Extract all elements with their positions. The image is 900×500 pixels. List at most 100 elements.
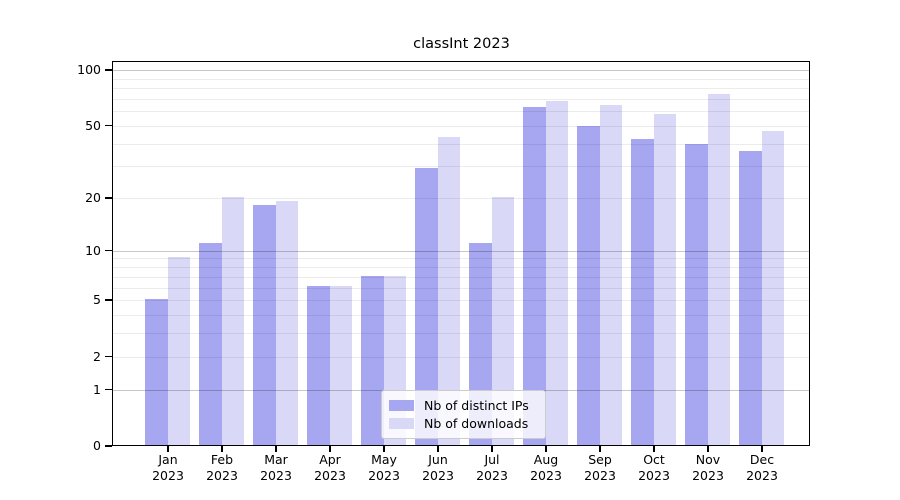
year-label: 2023 bbox=[422, 468, 454, 483]
legend: Nb of distinct IPs Nb of downloads bbox=[381, 390, 546, 439]
y-tick-mark-0 bbox=[105, 445, 112, 447]
legend-item-distinct-ips: Nb of distinct IPs bbox=[389, 396, 537, 414]
bar-downloads-aug bbox=[546, 101, 568, 445]
y-axis-tick-label-20: 20 bbox=[85, 190, 101, 205]
minor-gridline-30 bbox=[113, 166, 809, 168]
legend-label: Nb of downloads bbox=[424, 415, 529, 431]
bar-downloads-sep bbox=[600, 104, 622, 445]
minor-gridline-40 bbox=[113, 143, 809, 145]
year-label: 2023 bbox=[260, 468, 292, 483]
month-label: Feb bbox=[210, 452, 234, 467]
y-axis-tick-label-2: 2 bbox=[93, 348, 101, 364]
y-axis-tick-label-5: 5 bbox=[93, 292, 101, 307]
bar-distinct-ips-may bbox=[361, 275, 384, 445]
month-label: May bbox=[371, 452, 397, 467]
bar-downloads-oct bbox=[654, 114, 676, 445]
x-axis-tick-label-nov: Nov 2023 bbox=[680, 452, 736, 484]
x-axis-tick-label-jul: Jul 2023 bbox=[464, 452, 520, 484]
x-tick-mark-jun bbox=[437, 446, 439, 452]
bar-downloads-jun bbox=[438, 136, 460, 445]
y-axis-tick-label-0: 0 bbox=[93, 438, 101, 453]
x-axis-tick-label-jan: Jan 2023 bbox=[140, 452, 196, 484]
x-axis-tick-label-jun: Jun 2023 bbox=[410, 452, 466, 484]
bar-distinct-ips-sep bbox=[577, 126, 600, 445]
bar-distinct-ips-aug bbox=[523, 107, 546, 445]
bar-distinct-ips-apr bbox=[307, 286, 330, 445]
x-tick-mark-feb bbox=[221, 446, 223, 452]
month-label: Oct bbox=[643, 452, 665, 467]
x-axis-tick-label-sep: Sep 2023 bbox=[572, 452, 628, 484]
bar-downloads-apr bbox=[330, 286, 352, 445]
minor-gridline-20 bbox=[113, 198, 809, 199]
month-label: Jul bbox=[484, 452, 500, 467]
minor-gridline-2 bbox=[113, 356, 809, 358]
bar-distinct-ips-nov bbox=[685, 144, 708, 445]
y-tick-mark-5 bbox=[105, 299, 112, 301]
year-label: 2023 bbox=[584, 468, 616, 483]
minor-gridline-6 bbox=[113, 287, 809, 289]
minor-gridline-3 bbox=[113, 333, 809, 335]
legend-item-downloads: Nb of downloads bbox=[389, 414, 537, 432]
y-tick-mark-20 bbox=[105, 197, 112, 199]
year-label: 2023 bbox=[152, 468, 184, 483]
y-axis-tick-label-100: 100 bbox=[77, 62, 101, 77]
bar-downloads-dec bbox=[762, 131, 784, 445]
x-tick-mark-apr bbox=[329, 446, 331, 452]
month-label: Dec bbox=[749, 452, 775, 467]
year-label: 2023 bbox=[476, 468, 508, 483]
legend-swatch-distinct-ips bbox=[389, 399, 414, 411]
plot-area bbox=[112, 61, 810, 446]
x-tick-mark-aug bbox=[545, 446, 547, 452]
y-tick-mark-1 bbox=[105, 388, 112, 391]
year-label: 2023 bbox=[530, 468, 562, 483]
month-label: Mar bbox=[264, 452, 288, 467]
bar-distinct-ips-jan bbox=[145, 299, 168, 445]
bar-distinct-ips-dec bbox=[739, 150, 762, 445]
minor-gridline-4 bbox=[113, 314, 809, 316]
x-tick-mark-mar bbox=[275, 446, 277, 452]
major-gridline-100 bbox=[113, 70, 809, 71]
bar-downloads-feb bbox=[222, 196, 244, 445]
year-label: 2023 bbox=[368, 468, 400, 483]
major-gridline-10 bbox=[113, 250, 809, 252]
minor-gridline-90 bbox=[113, 78, 809, 80]
x-tick-mark-oct bbox=[653, 446, 655, 452]
year-label: 2023 bbox=[314, 468, 346, 483]
y-tick-mark-100 bbox=[105, 69, 112, 71]
bar-downloads-nov bbox=[708, 94, 730, 445]
minor-gridline-5 bbox=[113, 300, 809, 301]
x-tick-mark-jul bbox=[491, 446, 493, 452]
month-label: Jan bbox=[158, 452, 178, 467]
x-axis-tick-label-aug: Aug 2023 bbox=[518, 452, 574, 484]
y-tick-mark-10 bbox=[105, 250, 112, 252]
x-axis-tick-label-dec: Dec 2023 bbox=[734, 452, 790, 484]
x-axis-tick-label-oct: Oct 2023 bbox=[626, 452, 682, 484]
x-tick-mark-jan bbox=[167, 446, 169, 452]
year-label: 2023 bbox=[692, 468, 724, 483]
x-tick-mark-nov bbox=[707, 446, 709, 452]
minor-gridline-8 bbox=[113, 267, 809, 268]
minor-gridline-70 bbox=[113, 98, 809, 100]
chart-title: classInt 2023 bbox=[413, 36, 510, 52]
x-axis-tick-label-mar: Mar 2023 bbox=[248, 452, 304, 484]
month-label: Sep bbox=[588, 452, 612, 467]
month-label: Apr bbox=[319, 452, 341, 467]
y-axis-tick-label-50: 50 bbox=[85, 117, 101, 133]
minor-gridline-80 bbox=[113, 88, 809, 89]
bar-distinct-ips-oct bbox=[631, 138, 654, 445]
month-label: Jun bbox=[428, 452, 448, 467]
year-label: 2023 bbox=[206, 468, 238, 483]
minor-gridline-7 bbox=[113, 276, 809, 278]
month-label: Nov bbox=[695, 452, 721, 467]
legend-label: Nb of distinct IPs bbox=[424, 397, 529, 413]
bar-distinct-ips-mar bbox=[253, 205, 276, 445]
y-axis-tick-label-1: 1 bbox=[93, 381, 101, 397]
x-tick-mark-sep bbox=[599, 446, 601, 452]
bar-distinct-ips-jun bbox=[415, 167, 438, 445]
x-tick-mark-dec bbox=[761, 446, 763, 452]
x-axis-tick-label-feb: Feb 2023 bbox=[194, 452, 250, 484]
y-tick-mark-50 bbox=[105, 125, 112, 127]
bar-distinct-ips-feb bbox=[199, 242, 222, 445]
y-tick-mark-2 bbox=[105, 355, 112, 358]
